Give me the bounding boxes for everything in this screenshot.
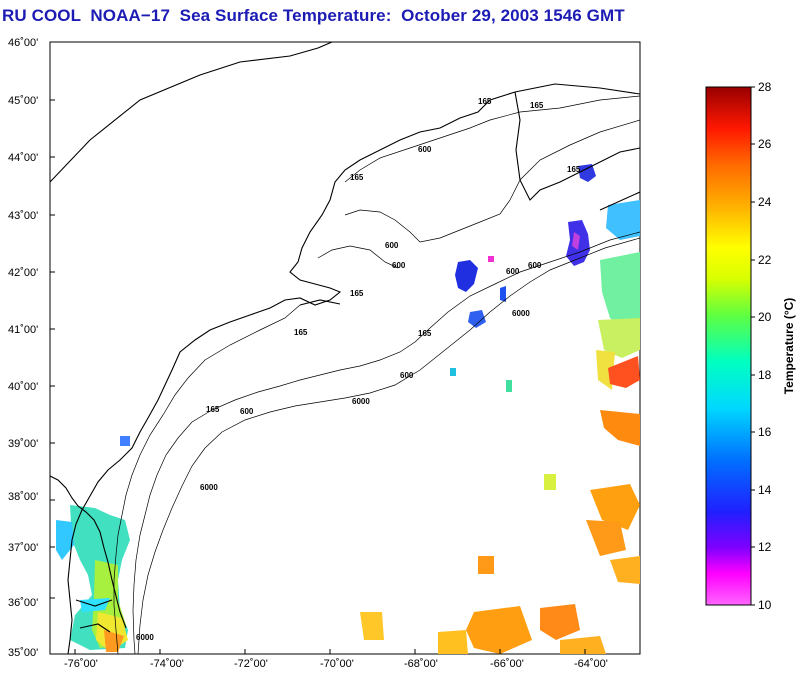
latitude-labels: 46˚00' 45˚00' 44˚00' 43˚00' 42˚00' 41˚00… <box>8 37 38 659</box>
axis-ticks <box>50 99 586 654</box>
contour-label: 165 <box>478 97 492 106</box>
map-frame <box>49 41 641 655</box>
contour-label: 165 <box>418 329 432 338</box>
colorbar-tick-label: 22 <box>758 253 772 267</box>
lat-label: 35˚00' <box>8 647 38 659</box>
coastline <box>50 42 640 654</box>
contour-label: 600 <box>240 407 254 416</box>
lon-label: -70˚00' <box>320 658 354 670</box>
contour-label: 600 <box>528 261 542 270</box>
lon-label: -72˚00' <box>234 658 268 670</box>
colorbar-gradient <box>705 86 752 606</box>
sst-pixels-gulfstream <box>120 252 640 654</box>
colorbar-tick-label: 14 <box>758 483 772 497</box>
lat-label: 44˚00' <box>8 152 38 164</box>
contour-label: 165 <box>567 165 581 174</box>
lon-label: -66˚00' <box>490 658 524 670</box>
lat-label: 37˚00' <box>8 542 38 554</box>
contour-label: 600 <box>385 241 399 250</box>
colorbar-tick-label: 26 <box>758 137 772 151</box>
contour-label: 6000 <box>136 633 154 642</box>
contour-6000 <box>137 237 640 654</box>
contour-label: 165 <box>350 173 364 182</box>
lat-label: 46˚00' <box>8 37 38 49</box>
colorbar-tick-label: 20 <box>758 310 772 324</box>
contour-165 <box>113 95 640 654</box>
colorbar-tick-label: 10 <box>758 598 772 612</box>
colorbar-tick-label: 28 <box>758 80 772 94</box>
contour-label: 165 <box>294 328 308 337</box>
lon-label: -74˚00' <box>150 658 184 670</box>
map-title: RU COOL NOAA−17 Sea Surface Temperature:… <box>2 6 625 25</box>
contour-label: 600 <box>506 267 520 276</box>
colorbar-tick-label: 18 <box>758 368 772 382</box>
longitude-labels: -76˚00' -74˚00' -72˚00' -70˚00' -68˚00' … <box>64 658 608 670</box>
lon-label: -68˚00' <box>404 658 438 670</box>
colorbar: 28 26 24 22 20 18 16 14 12 10 Temperatur… <box>705 80 796 612</box>
contour-label: 6000 <box>200 483 218 492</box>
lat-label: 43˚00' <box>8 210 38 222</box>
contour-label: 600 <box>392 261 406 270</box>
lat-label: 36˚00' <box>8 597 38 609</box>
colorbar-ticks <box>751 86 755 606</box>
lat-label: 39˚00' <box>8 438 38 450</box>
contour-labels: 165 165 165 165 165 165 165 600 600 600 … <box>136 97 581 642</box>
contour-label: 165 <box>350 289 364 298</box>
contour-label: 165 <box>206 405 220 414</box>
lat-label: 38˚00' <box>8 491 38 503</box>
sst-pixels-north <box>455 164 640 328</box>
lat-label: 42˚00' <box>8 267 38 279</box>
contour-label: 6000 <box>352 397 370 406</box>
lat-label: 41˚00' <box>8 324 38 336</box>
contour-label: 165 <box>530 101 544 110</box>
lat-label: 40˚00' <box>8 381 38 393</box>
contour-600 <box>132 119 640 654</box>
contour-label: 600 <box>400 371 414 380</box>
colorbar-tick-label: 16 <box>758 425 772 439</box>
lat-label: 45˚00' <box>8 95 38 107</box>
contour-label: 600 <box>418 145 432 154</box>
contour-label: 6000 <box>512 309 530 318</box>
lon-label: -64˚00' <box>574 658 608 670</box>
colorbar-title: Temperature (°C) <box>782 298 796 395</box>
colorbar-tick-label: 12 <box>758 540 772 554</box>
sst-map: 165 165 165 165 165 165 165 600 600 600 … <box>49 41 641 655</box>
lon-label: -76˚00' <box>64 658 98 670</box>
colorbar-tick-label: 24 <box>758 195 772 209</box>
